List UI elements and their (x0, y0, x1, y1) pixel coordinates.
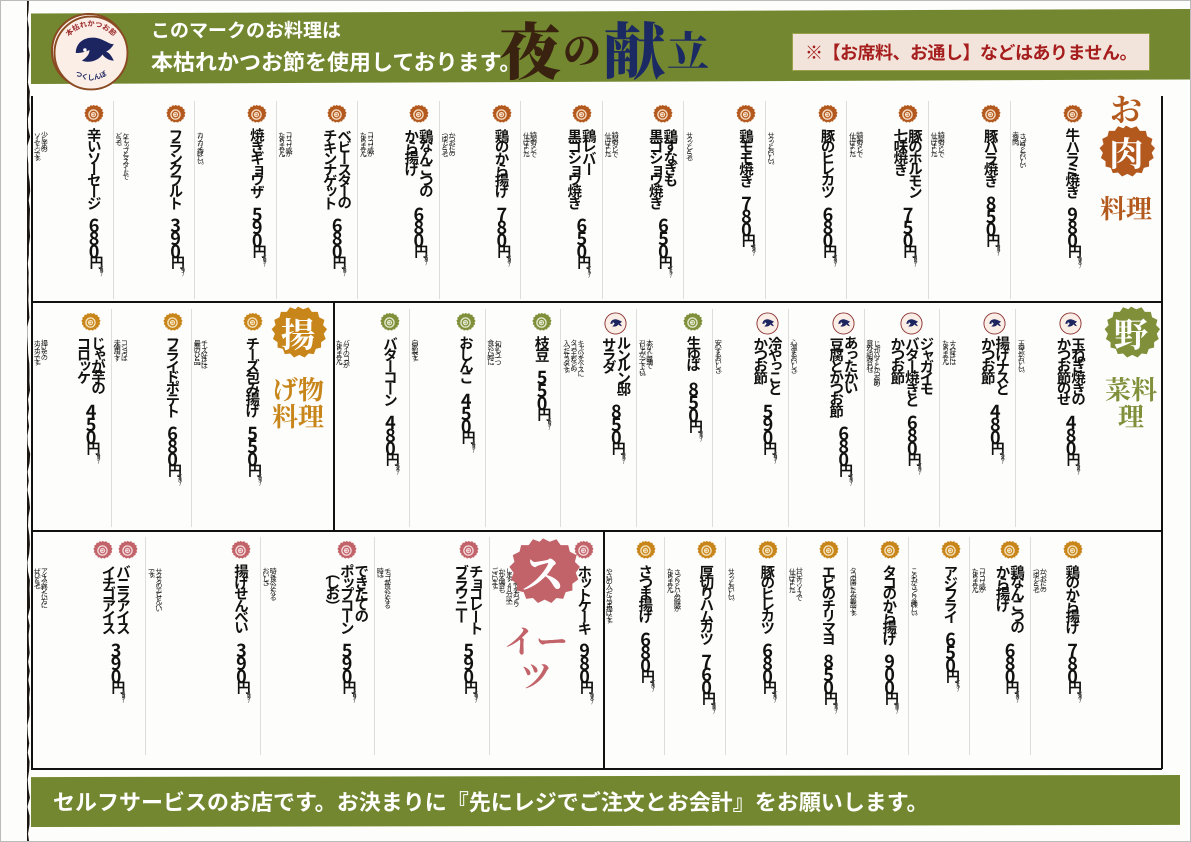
svg-text:コ: コ (989, 112, 992, 117)
svg-text:ス: ス (521, 541, 565, 603)
svg-text:肉: 肉 (1109, 126, 1143, 176)
svg-text:コ: コ (826, 112, 829, 117)
svg-text:コ: コ (101, 548, 104, 553)
svg-text:コ: コ (887, 548, 890, 553)
svg-text:コ: コ (250, 320, 253, 325)
svg-text:コ: コ (906, 112, 909, 117)
svg-text:コ: コ (173, 112, 176, 117)
svg-text:コ: コ (126, 548, 129, 553)
svg-text:コ: コ (540, 320, 543, 325)
svg-text:揚: 揚 (281, 307, 315, 357)
svg-text:コ: コ (579, 112, 582, 117)
svg-text:コ: コ (170, 320, 173, 325)
svg-text:コ: コ (464, 320, 467, 325)
svg-text:コ: コ (661, 112, 664, 117)
svg-text:コ: コ (239, 548, 242, 553)
svg-text:コ: コ (89, 320, 92, 325)
svg-text:コ: コ (948, 548, 951, 553)
svg-text:コ: コ (643, 548, 646, 553)
svg-text:コ: コ (255, 112, 258, 117)
svg-text:コ: コ (466, 548, 469, 553)
svg-text:コ: コ (388, 320, 391, 325)
svg-text:コ: コ (335, 112, 338, 117)
svg-text:コ: コ (345, 548, 348, 553)
svg-text:コ: コ (1008, 548, 1011, 553)
svg-text:コ: コ (499, 112, 502, 117)
svg-text:コ: コ (1070, 112, 1073, 117)
svg-text:コ: コ (1070, 548, 1073, 553)
svg-text:コ: コ (744, 112, 747, 117)
svg-text:コ: コ (765, 548, 768, 553)
svg-text:コ: コ (92, 112, 95, 117)
svg-text:コ: コ (704, 548, 707, 553)
svg-text:コ: コ (691, 320, 694, 325)
svg-text:コ: コ (826, 548, 829, 553)
svg-text:コ: コ (416, 112, 419, 117)
svg-text:野: 野 (1114, 307, 1148, 357)
